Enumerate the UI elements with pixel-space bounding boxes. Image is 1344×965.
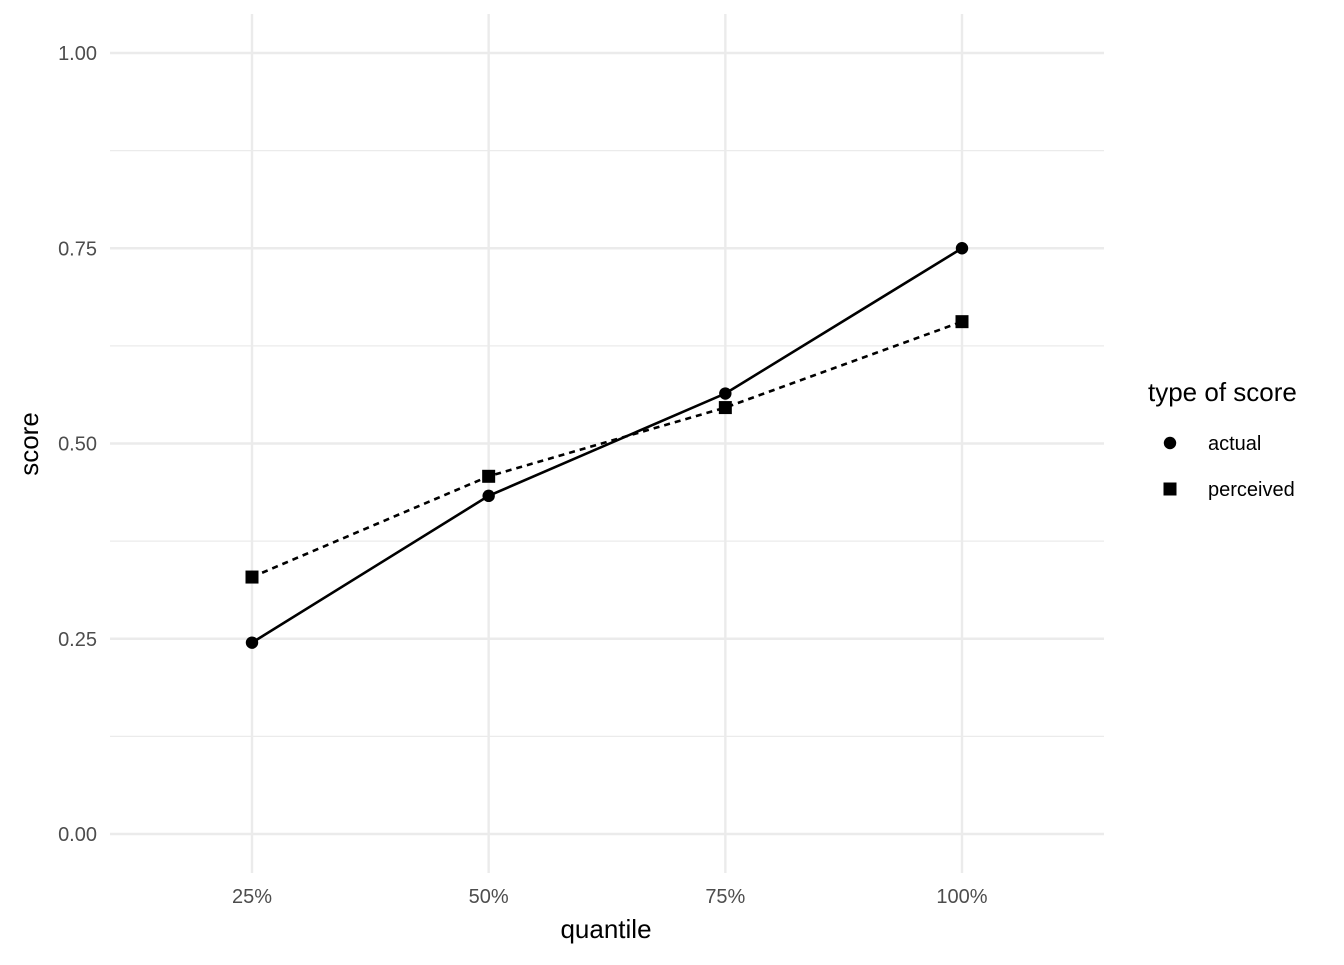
- x-tick-label: 75%: [705, 886, 745, 908]
- legend: type of score actual perceived: [1148, 377, 1297, 501]
- data-point-actual: [955, 242, 969, 255]
- series-perceived: [245, 315, 969, 584]
- legend-item-perceived: perceived: [1163, 479, 1295, 501]
- data-point-actual: [719, 387, 732, 400]
- legend-label-perceived: perceived: [1208, 479, 1295, 501]
- y-tick-label: 0.50: [58, 434, 97, 456]
- x-axis-title: quantile: [560, 914, 651, 944]
- legend-item-actual: actual: [1163, 433, 1261, 455]
- data-point-actual: [245, 636, 259, 649]
- data-point-perceived: [955, 315, 969, 329]
- x-tick-label: 50%: [469, 886, 509, 908]
- y-tick-label: 0.75: [58, 238, 97, 260]
- series-line-perceived: [251, 320, 963, 579]
- y-axis-title: score: [14, 412, 44, 476]
- legend-key-perceived: [1163, 482, 1177, 496]
- y-tick-label: 0.00: [58, 824, 97, 846]
- grid: [110, 14, 1104, 873]
- y-axis-ticks: 0.00 0.25 0.50 0.75 1.00: [58, 43, 97, 846]
- y-tick-label: 0.25: [58, 629, 97, 651]
- y-tick-label: 1.00: [58, 43, 97, 65]
- legend-key-actual: [1163, 436, 1177, 450]
- data-point-actual: [482, 489, 495, 503]
- x-tick-label: 25%: [232, 886, 272, 908]
- x-axis-ticks: 25% 50% 75% 100%: [232, 886, 988, 908]
- legend-label-actual: actual: [1208, 433, 1261, 455]
- data-point-perceived: [482, 469, 496, 483]
- series-line-actual: [251, 247, 963, 644]
- data-point-perceived: [245, 570, 259, 584]
- legend-title: type of score: [1148, 377, 1297, 407]
- plot-series: [245, 242, 969, 649]
- x-tick-label: 100%: [936, 886, 987, 908]
- legend-items: actual perceived: [1163, 433, 1295, 501]
- data-point-perceived: [718, 401, 732, 415]
- series-actual: [245, 242, 969, 649]
